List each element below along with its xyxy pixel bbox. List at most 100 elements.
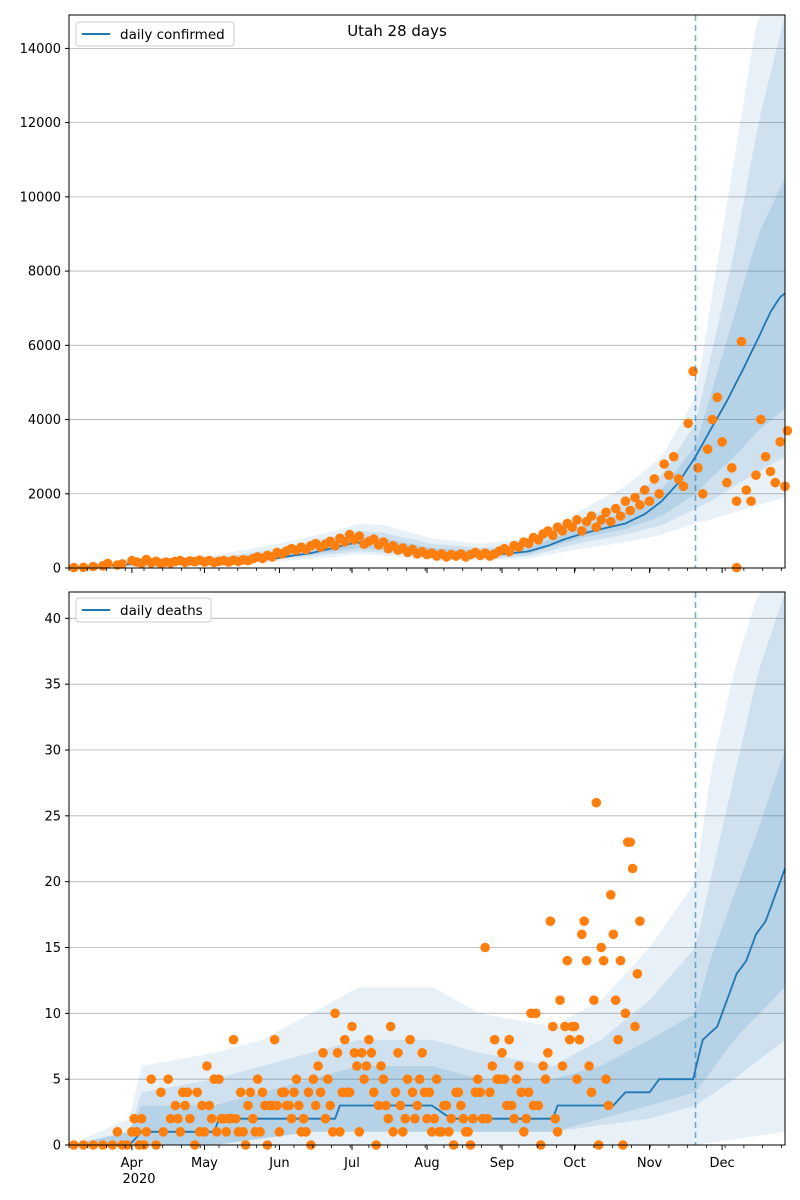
deaths-observed-point [627, 863, 638, 874]
deaths-observed-point [589, 995, 599, 1005]
confirmed-band-outer [69, 15, 785, 568]
confirmed-observed-point [596, 515, 606, 525]
deaths-observed-point [385, 1021, 396, 1032]
deaths-observed-point [407, 1087, 418, 1098]
deaths-observed-point [584, 1061, 594, 1071]
deaths-observed-point [359, 1074, 369, 1084]
deaths-observed-point [294, 1100, 304, 1111]
deaths-legend: daily deaths [75, 597, 212, 623]
deaths-observed-point [557, 1061, 568, 1071]
deaths-observed-point [485, 1087, 495, 1098]
deaths-observed-point [291, 1074, 302, 1084]
deaths-observed-point [519, 1127, 529, 1137]
deaths-observed-point [410, 1113, 420, 1124]
confirmed-observed-point [717, 437, 727, 447]
confirmed-observed-point [117, 559, 127, 569]
deaths-observed-point [352, 1061, 362, 1071]
deaths-band-inner [69, 750, 785, 1145]
deaths-median-line [69, 868, 786, 1146]
confirmed-observed-point [760, 451, 771, 462]
x-tick-label-may: May [191, 1156, 218, 1171]
confirmed-legend-label: daily confirmed [120, 27, 225, 43]
deaths-observed-point [531, 1008, 541, 1019]
deaths-observed-point [202, 1061, 212, 1071]
confirmed-observed-point [775, 437, 785, 447]
confirmed-legend-box [75, 21, 235, 47]
deaths-observed-point [390, 1087, 401, 1098]
deaths-y-tick-label: 40 [44, 612, 61, 627]
deaths-observed-point [424, 1087, 435, 1098]
deaths-observed-point [562, 955, 573, 966]
deaths-observed-point [446, 1113, 457, 1124]
x-tick-label-aug: Aug [414, 1156, 439, 1171]
deaths-observed-point [458, 1113, 469, 1124]
confirmed-observed-point [664, 470, 674, 481]
deaths-observed-point [414, 1074, 425, 1084]
deaths-observed-point [272, 1100, 282, 1111]
deaths-observed-point [165, 1113, 176, 1124]
deaths-observed-point [441, 1100, 452, 1111]
deaths-observed-point [257, 1087, 268, 1098]
deaths-observed-point [308, 1074, 319, 1084]
deaths-observed-point [158, 1127, 169, 1137]
deaths-observed-point [366, 1048, 377, 1058]
confirmed-observed-point [330, 540, 340, 551]
deaths-observed-point [523, 1087, 534, 1098]
deaths-observed-point [608, 929, 619, 940]
deaths-observed-point [615, 955, 626, 966]
deaths-observed-point [468, 1113, 478, 1124]
deaths-observed-point [463, 1127, 473, 1137]
confirmed-observed-point [644, 496, 655, 507]
deaths-observed-point [175, 1127, 186, 1137]
confirmed-observed-point [712, 392, 723, 403]
confirmed-observed-point [765, 466, 776, 477]
deaths-observed-point [381, 1100, 391, 1111]
deaths-observed-point [332, 1048, 343, 1058]
deaths-observed-point [197, 1100, 207, 1111]
confirmed-y-tick-label: 10000 [20, 190, 61, 205]
deaths-observed-point [146, 1074, 156, 1084]
deaths-observed-point [327, 1127, 338, 1137]
deaths-observed-point [516, 1087, 527, 1098]
deaths-observed-point [610, 995, 621, 1005]
deaths-observed-point [601, 1074, 611, 1084]
deaths-observed-point [591, 797, 602, 808]
confirmed-y-tick-label: 12000 [20, 116, 61, 131]
confirmed-observed-point [548, 530, 558, 541]
deaths-observed-point [356, 1048, 367, 1058]
deaths-y-tick-label: 20 [44, 875, 61, 890]
deaths-observed-point [136, 1113, 147, 1124]
deaths-observed-point [349, 1048, 360, 1058]
deaths-observed-point [402, 1074, 413, 1084]
confirmed-observed-point [102, 558, 113, 569]
deaths-observed-point [364, 1034, 374, 1045]
confirmed-x-ticks [68, 568, 782, 573]
deaths-observed-point [499, 1074, 510, 1084]
confirmed-observed-point [620, 496, 631, 507]
confirmed-observed-point [354, 531, 365, 541]
confirmed-observed-point [567, 522, 577, 532]
deaths-bands [69, 592, 785, 1145]
deaths-observed-point [456, 1100, 466, 1111]
deaths-observed-point [182, 1087, 193, 1098]
deaths-observed-point [211, 1127, 222, 1137]
deaths-observed-point [255, 1127, 265, 1137]
confirmed-observed-point [649, 474, 660, 484]
confirmed-y-tick-label: 6000 [28, 339, 61, 354]
confirmed-y-tick-label: 2000 [28, 487, 61, 502]
deaths-observed-point [579, 916, 589, 926]
confirmed-observed-point [688, 366, 698, 377]
deaths-observed-point [323, 1074, 333, 1084]
deaths-observed-point [427, 1127, 437, 1137]
deaths-observed-point [310, 1100, 321, 1111]
confirmed-observed-point [693, 463, 703, 473]
confirmed-observed-point [683, 418, 693, 429]
confirmed-y-tick-label: 8000 [28, 265, 61, 280]
deaths-y-ticks: 0 5 10 15 20 25 30 35 40 [44, 612, 69, 1154]
confirmed-observed-point [88, 561, 98, 572]
deaths-observed-point [313, 1061, 323, 1071]
deaths-observed-point [453, 1087, 464, 1098]
deaths-legend-label: daily deaths [120, 603, 203, 619]
deaths-panel: 0 5 10 15 20 25 30 35 40 Apr May Jun Jul Aug Sep Oct No… [44, 591, 786, 1171]
